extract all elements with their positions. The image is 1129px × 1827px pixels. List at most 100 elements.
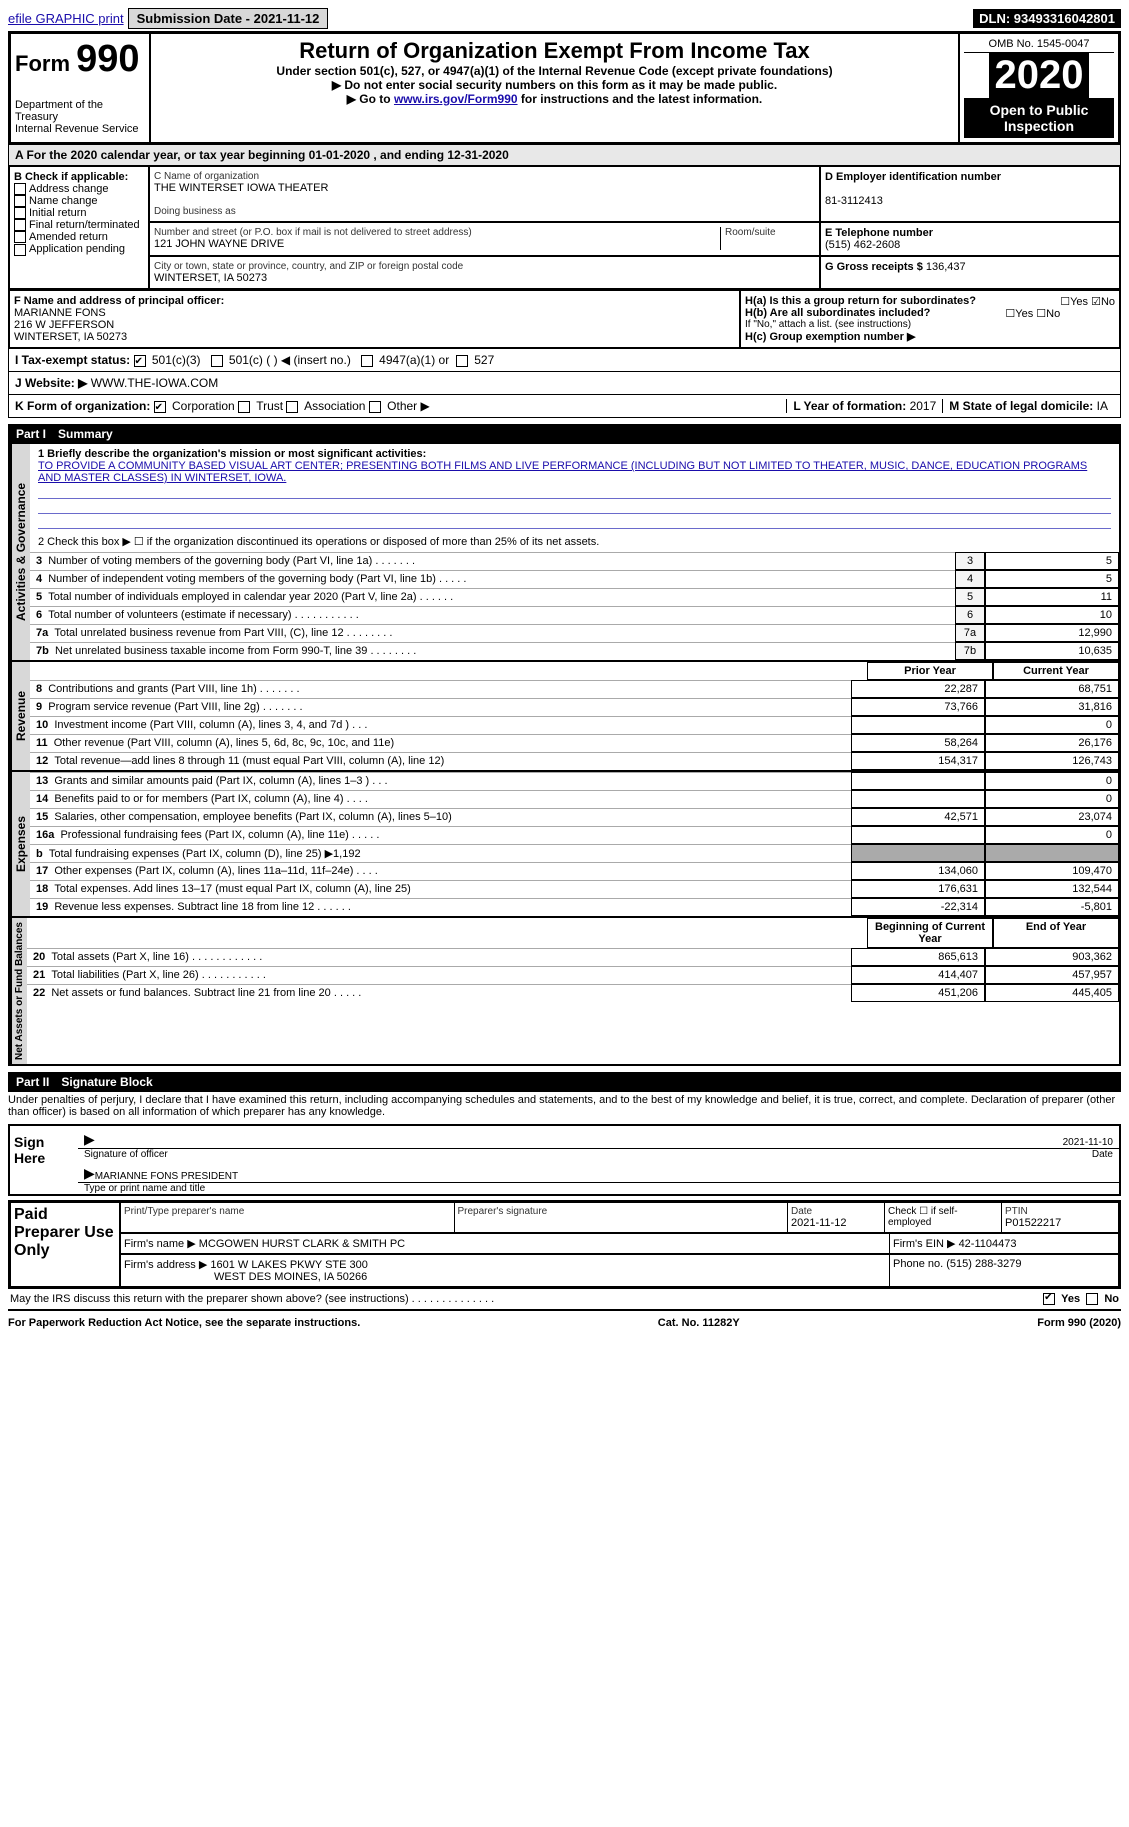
h-c-label: H(c) Group exemption number ▶ xyxy=(745,331,915,343)
check-name-change[interactable]: Name change xyxy=(14,195,144,207)
subtitle-2: ▶ Do not enter social security numbers o… xyxy=(155,78,954,92)
footer-mid: Cat. No. 11282Y xyxy=(658,1317,740,1329)
summary-row: 4 Number of independent voting members o… xyxy=(30,570,1119,588)
summary-row: 14 Benefits paid to or for members (Part… xyxy=(30,790,1119,808)
summary-row: 9 Program service revenue (Part VIII, li… xyxy=(30,698,1119,716)
sig-date-caption: Date xyxy=(1092,1149,1113,1160)
box-h: H(a) Is this a group return for subordin… xyxy=(740,290,1120,348)
officer-addr1: 216 W JEFFERSON xyxy=(14,319,114,331)
box-g: G Gross receipts $ 136,437 xyxy=(820,256,1120,289)
revenue-tab: Revenue xyxy=(10,662,30,770)
check-corporation[interactable] xyxy=(154,401,166,413)
subtitle-1: Under section 501(c), 527, or 4947(a)(1)… xyxy=(155,64,954,78)
firm-addr-caption: Firm's address ▶ xyxy=(124,1259,207,1271)
status-i-row: I Tax-exempt status: 501(c)(3) 501(c) ( … xyxy=(8,349,1121,372)
summary-row: 10 Investment income (Part VIII, column … xyxy=(30,716,1119,734)
summary-row: 20 Total assets (Part X, line 16) . . . … xyxy=(27,948,1119,966)
sig-officer-caption: Signature of officer xyxy=(84,1149,1092,1160)
check-association[interactable] xyxy=(286,401,298,413)
prep-date-caption: Date xyxy=(791,1206,881,1217)
gross-receipts: 136,437 xyxy=(926,261,966,273)
box-f-caption: F Name and address of principal officer: xyxy=(14,295,224,307)
h-a-label: H(a) Is this a group return for subordin… xyxy=(745,295,976,307)
box-c-street: Number and street (or P.O. box if mail i… xyxy=(149,222,820,256)
mission-text: TO PROVIDE A COMMUNITY BASED VISUAL ART … xyxy=(38,460,1087,484)
check-other[interactable] xyxy=(369,401,381,413)
preparer-block: Paid Preparer Use Only Print/Type prepar… xyxy=(8,1200,1121,1289)
box-m-label: M State of legal domicile: xyxy=(949,399,1093,413)
check-address-change[interactable]: Address change xyxy=(14,183,144,195)
check-501c3[interactable] xyxy=(134,355,146,367)
box-e-caption: E Telephone number xyxy=(825,227,933,239)
check-final-return[interactable]: Final return/terminated xyxy=(14,219,144,231)
summary-row: 11 Other revenue (Part VIII, column (A),… xyxy=(30,734,1119,752)
part1-tag: Part I xyxy=(16,427,46,441)
summary-row: 13 Grants and similar amounts paid (Part… xyxy=(30,772,1119,790)
h-b-label: H(b) Are all subordinates included? xyxy=(745,307,930,319)
form-label: Form xyxy=(15,51,70,76)
signature-block: Sign Here ▶ 2021-11-10 Signature of offi… xyxy=(8,1124,1121,1196)
box-b: B Check if applicable: Address change Na… xyxy=(9,166,149,289)
summary-row: 12 Total revenue—add lines 8 through 11 … xyxy=(30,752,1119,770)
arrow-icon: ▶ xyxy=(84,1165,95,1182)
governance-tab: Activities & Governance xyxy=(10,444,30,660)
discuss-yes-check[interactable] xyxy=(1043,1293,1055,1305)
summary-row: 17 Other expenses (Part IX, column (A), … xyxy=(30,862,1119,880)
officer-group-row: F Name and address of principal officer:… xyxy=(8,290,1121,349)
irs-link[interactable]: www.irs.gov/Form990 xyxy=(394,92,518,106)
declaration-text: Under penalties of perjury, I declare th… xyxy=(8,1092,1121,1120)
box-c-name-caption: C Name of organization xyxy=(154,171,815,182)
box-d: D Employer identification number 81-3112… xyxy=(820,166,1120,222)
check-527[interactable] xyxy=(456,355,468,367)
self-employed-check[interactable]: Check ☐ if self-employed xyxy=(885,1203,1002,1232)
street-value: 121 JOHN WAYNE DRIVE xyxy=(154,238,720,250)
room-caption: Room/suite xyxy=(725,227,815,238)
check-initial-return[interactable]: Initial return xyxy=(14,207,144,219)
summary-row: 16a Professional fundraising fees (Part … xyxy=(30,826,1119,844)
part2-title: Signature Block xyxy=(61,1075,152,1089)
arrow-icon: ▶ xyxy=(84,1131,95,1148)
prep-date-value: 2021-11-12 xyxy=(791,1217,881,1229)
check-trust[interactable] xyxy=(238,401,250,413)
page-footer: For Paperwork Reduction Act Notice, see … xyxy=(8,1317,1121,1329)
check-amended-return[interactable]: Amended return xyxy=(14,231,144,243)
officer-addr2: WINTERSET, IA 50273 xyxy=(14,331,127,343)
firm-phone-caption: Phone no. xyxy=(893,1258,943,1270)
street-caption: Number and street (or P.O. box if mail i… xyxy=(154,227,720,238)
ein-value: 81-3112413 xyxy=(825,195,883,207)
omb-label: OMB No. 1545-0047 xyxy=(964,38,1114,53)
summary-row: 15 Salaries, other compensation, employe… xyxy=(30,808,1119,826)
col-end: End of Year xyxy=(993,918,1119,948)
check-501c[interactable] xyxy=(211,355,223,367)
box-l-label: L Year of formation: xyxy=(793,399,906,413)
city-caption: City or town, state or province, country… xyxy=(154,261,815,272)
check-4947[interactable] xyxy=(361,355,373,367)
check-application-pending[interactable]: Application pending xyxy=(14,243,144,255)
ptin-caption: PTIN xyxy=(1005,1206,1115,1217)
form-header: Form 990 Department of the Treasury Inte… xyxy=(8,31,1121,145)
firm-addr1: 1601 W LAKES PKWY STE 300 xyxy=(210,1259,368,1271)
firm-phone-value: (515) 288-3279 xyxy=(946,1258,1021,1270)
prep-name-caption: Print/Type preparer's name xyxy=(124,1206,451,1217)
summary-row: 3 Number of voting members of the govern… xyxy=(30,552,1119,570)
h-b-note: If "No," attach a list. (see instruction… xyxy=(745,319,1115,330)
part2-tag: Part II xyxy=(16,1075,49,1089)
efile-link[interactable]: efile GRAPHIC print xyxy=(8,11,124,26)
firm-ein-value: 42-1104473 xyxy=(959,1238,1017,1250)
officer-printed-name: MARIANNE FONS PRESIDENT xyxy=(95,1171,238,1182)
box-g-caption: G Gross receipts $ xyxy=(825,261,923,273)
section-a: A For the 2020 calendar year, or tax yea… xyxy=(8,145,1121,166)
dba-caption: Doing business as xyxy=(154,206,815,217)
city-value: WINTERSET, IA 50273 xyxy=(154,272,815,284)
box-c-city: City or town, state or province, country… xyxy=(149,256,820,289)
line2-label: 2 Check this box ▶ ☐ if the organization… xyxy=(38,535,1111,548)
status-i-label: I Tax-exempt status: xyxy=(15,353,130,367)
part2-header: Part II Signature Block xyxy=(8,1072,1121,1092)
form-number: 990 xyxy=(76,38,139,80)
firm-ein-caption: Firm's EIN ▶ xyxy=(893,1238,956,1250)
summary-row: 18 Total expenses. Add lines 13–17 (must… xyxy=(30,880,1119,898)
part1-body: Activities & Governance 1 Briefly descri… xyxy=(8,444,1121,1066)
summary-row: 5 Total number of individuals employed i… xyxy=(30,588,1119,606)
submission-date-button[interactable]: Submission Date - 2021-11-12 xyxy=(128,8,329,29)
discuss-no-check[interactable] xyxy=(1086,1293,1098,1305)
